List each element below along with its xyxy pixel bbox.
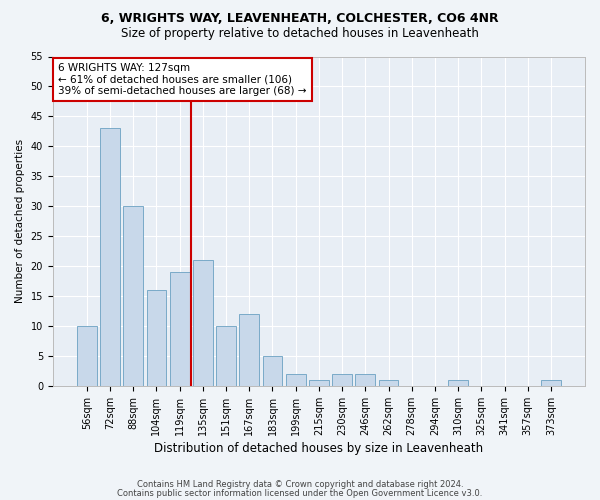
Bar <box>239 314 259 386</box>
Text: Size of property relative to detached houses in Leavenheath: Size of property relative to detached ho… <box>121 28 479 40</box>
Bar <box>170 272 190 386</box>
Bar <box>332 374 352 386</box>
Y-axis label: Number of detached properties: Number of detached properties <box>15 139 25 304</box>
Bar <box>100 128 120 386</box>
Bar <box>541 380 561 386</box>
Bar <box>286 374 305 386</box>
Bar <box>193 260 213 386</box>
Bar <box>448 380 468 386</box>
Bar <box>216 326 236 386</box>
X-axis label: Distribution of detached houses by size in Leavenheath: Distribution of detached houses by size … <box>154 442 484 455</box>
Bar <box>124 206 143 386</box>
Text: 6 WRIGHTS WAY: 127sqm
← 61% of detached houses are smaller (106)
39% of semi-det: 6 WRIGHTS WAY: 127sqm ← 61% of detached … <box>58 63 307 96</box>
Bar <box>146 290 166 386</box>
Bar <box>379 380 398 386</box>
Text: Contains public sector information licensed under the Open Government Licence v3: Contains public sector information licen… <box>118 488 482 498</box>
Text: Contains HM Land Registry data © Crown copyright and database right 2024.: Contains HM Land Registry data © Crown c… <box>137 480 463 489</box>
Text: 6, WRIGHTS WAY, LEAVENHEATH, COLCHESTER, CO6 4NR: 6, WRIGHTS WAY, LEAVENHEATH, COLCHESTER,… <box>101 12 499 26</box>
Bar <box>77 326 97 386</box>
Bar <box>355 374 375 386</box>
Bar <box>309 380 329 386</box>
Bar <box>263 356 283 386</box>
